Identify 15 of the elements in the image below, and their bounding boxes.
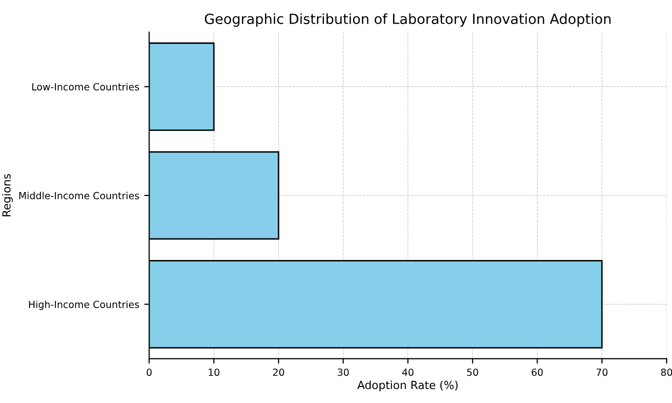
x-tick-label: 40 xyxy=(402,368,414,376)
y-axis-title: Regions xyxy=(2,174,13,216)
y-tick-label: Low-Income Countries xyxy=(32,82,139,90)
x-tick-label: 10 xyxy=(208,368,220,376)
x-tick-label: 20 xyxy=(273,368,284,376)
x-tick-label: 0 xyxy=(146,368,152,376)
y-tick-label: High-Income Countries xyxy=(29,300,139,310)
x-tick-label: 30 xyxy=(338,368,349,376)
chart-title: Geographic Distribution of Laboratory Innovation Adoption xyxy=(204,13,611,27)
y-tick-label: Middle-Income Countries xyxy=(19,192,139,200)
x-tick-label: 80 xyxy=(661,368,672,376)
x-axis-title: Adoption Rate (%) xyxy=(357,380,458,392)
x-tick-label: 60 xyxy=(532,368,543,376)
x-tick-label: 50 xyxy=(467,368,478,376)
x-tick-label: 70 xyxy=(596,368,608,376)
